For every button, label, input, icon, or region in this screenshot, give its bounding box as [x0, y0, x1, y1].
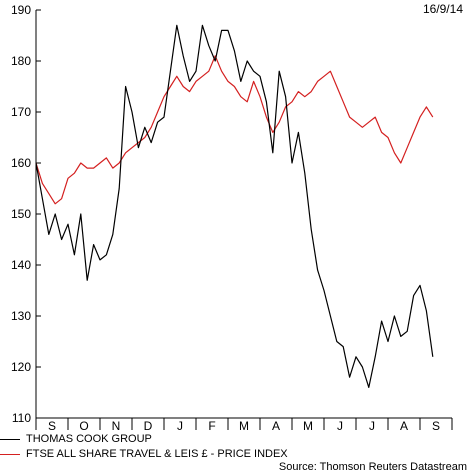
x-tick-label: O — [79, 419, 88, 433]
y-tick-label: 120 — [11, 360, 31, 374]
y-tick-label: 190 — [11, 3, 31, 17]
source-note: Source: Thomson Reuters Datastream — [278, 461, 467, 473]
x-tick-label: F — [208, 419, 215, 433]
legend-label-series-1: THOMAS COOK GROUP — [26, 433, 152, 445]
x-tick-label: D — [144, 419, 153, 433]
x-tick-label: M — [303, 419, 313, 433]
legend-item-series-2: FTSE ALL SHARE TRAVEL & LEIS £ - PRICE I… — [0, 447, 288, 462]
series-group — [35, 24, 434, 388]
legend-label-series-2: FTSE ALL SHARE TRAVEL & LEIS £ - PRICE I… — [26, 448, 288, 460]
y-tick-label: 150 — [11, 207, 31, 221]
x-tick-label: S — [432, 419, 440, 433]
series-line-1 — [35, 24, 434, 388]
x-tick-label: J — [177, 419, 183, 433]
x-tick-label: N — [112, 419, 121, 433]
y-axis: 110 120 130 140 150 160 170 180 190 — [11, 3, 41, 425]
legend: THOMAS COOK GROUP FTSE ALL SHARE TRAVEL … — [0, 432, 288, 462]
y-tick-label: 160 — [11, 156, 31, 170]
x-tick-label: J — [337, 419, 343, 433]
y-tick-label: 170 — [11, 105, 31, 119]
x-tick-label: S — [48, 419, 56, 433]
y-tick-label: 110 — [12, 411, 31, 425]
legend-item-series-1: THOMAS COOK GROUP — [0, 432, 288, 447]
date-label: 16/9/14 — [422, 2, 463, 16]
legend-swatch-series-1 — [0, 438, 20, 440]
x-tick-label: A — [272, 419, 280, 433]
series-line-2 — [35, 55, 434, 205]
x-tick-label: A — [400, 419, 408, 433]
x-tick-label: J — [369, 419, 375, 433]
y-tick-label: 140 — [11, 258, 31, 272]
y-tick-label: 130 — [11, 309, 31, 323]
legend-swatch-series-2 — [0, 453, 20, 455]
x-tick-label: M — [239, 419, 249, 433]
y-tick-label: 180 — [11, 54, 31, 68]
